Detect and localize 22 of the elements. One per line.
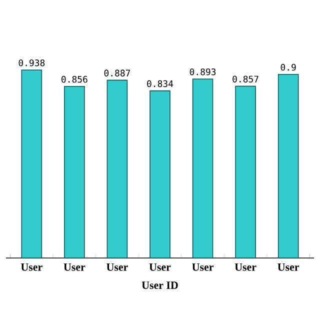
bar — [235, 86, 256, 258]
bar — [192, 78, 214, 258]
x-tick-label: User — [192, 264, 214, 271]
bar — [150, 90, 170, 258]
data-label: 0.834 — [147, 80, 174, 88]
bar — [64, 86, 85, 258]
x-tick-label: User — [278, 264, 300, 271]
data-label: 0.856 — [62, 76, 88, 83]
bar — [278, 74, 299, 258]
x-tick-label: User — [234, 264, 256, 271]
x-axis-title: User ID — [142, 282, 178, 289]
data-label: 0.9 — [280, 64, 296, 71]
x-tick-label: User — [20, 264, 42, 271]
x-tick-label: User — [149, 264, 171, 271]
bar — [106, 80, 128, 258]
data-label: 0.887 — [104, 70, 130, 76]
x-tick-label: User — [64, 264, 86, 271]
data-label: 0.938 — [18, 59, 45, 66]
bar — [21, 70, 42, 258]
data-label: 0.893 — [190, 68, 216, 76]
x-tick-label: User — [106, 264, 128, 271]
data-label: 0.857 — [232, 76, 258, 82]
